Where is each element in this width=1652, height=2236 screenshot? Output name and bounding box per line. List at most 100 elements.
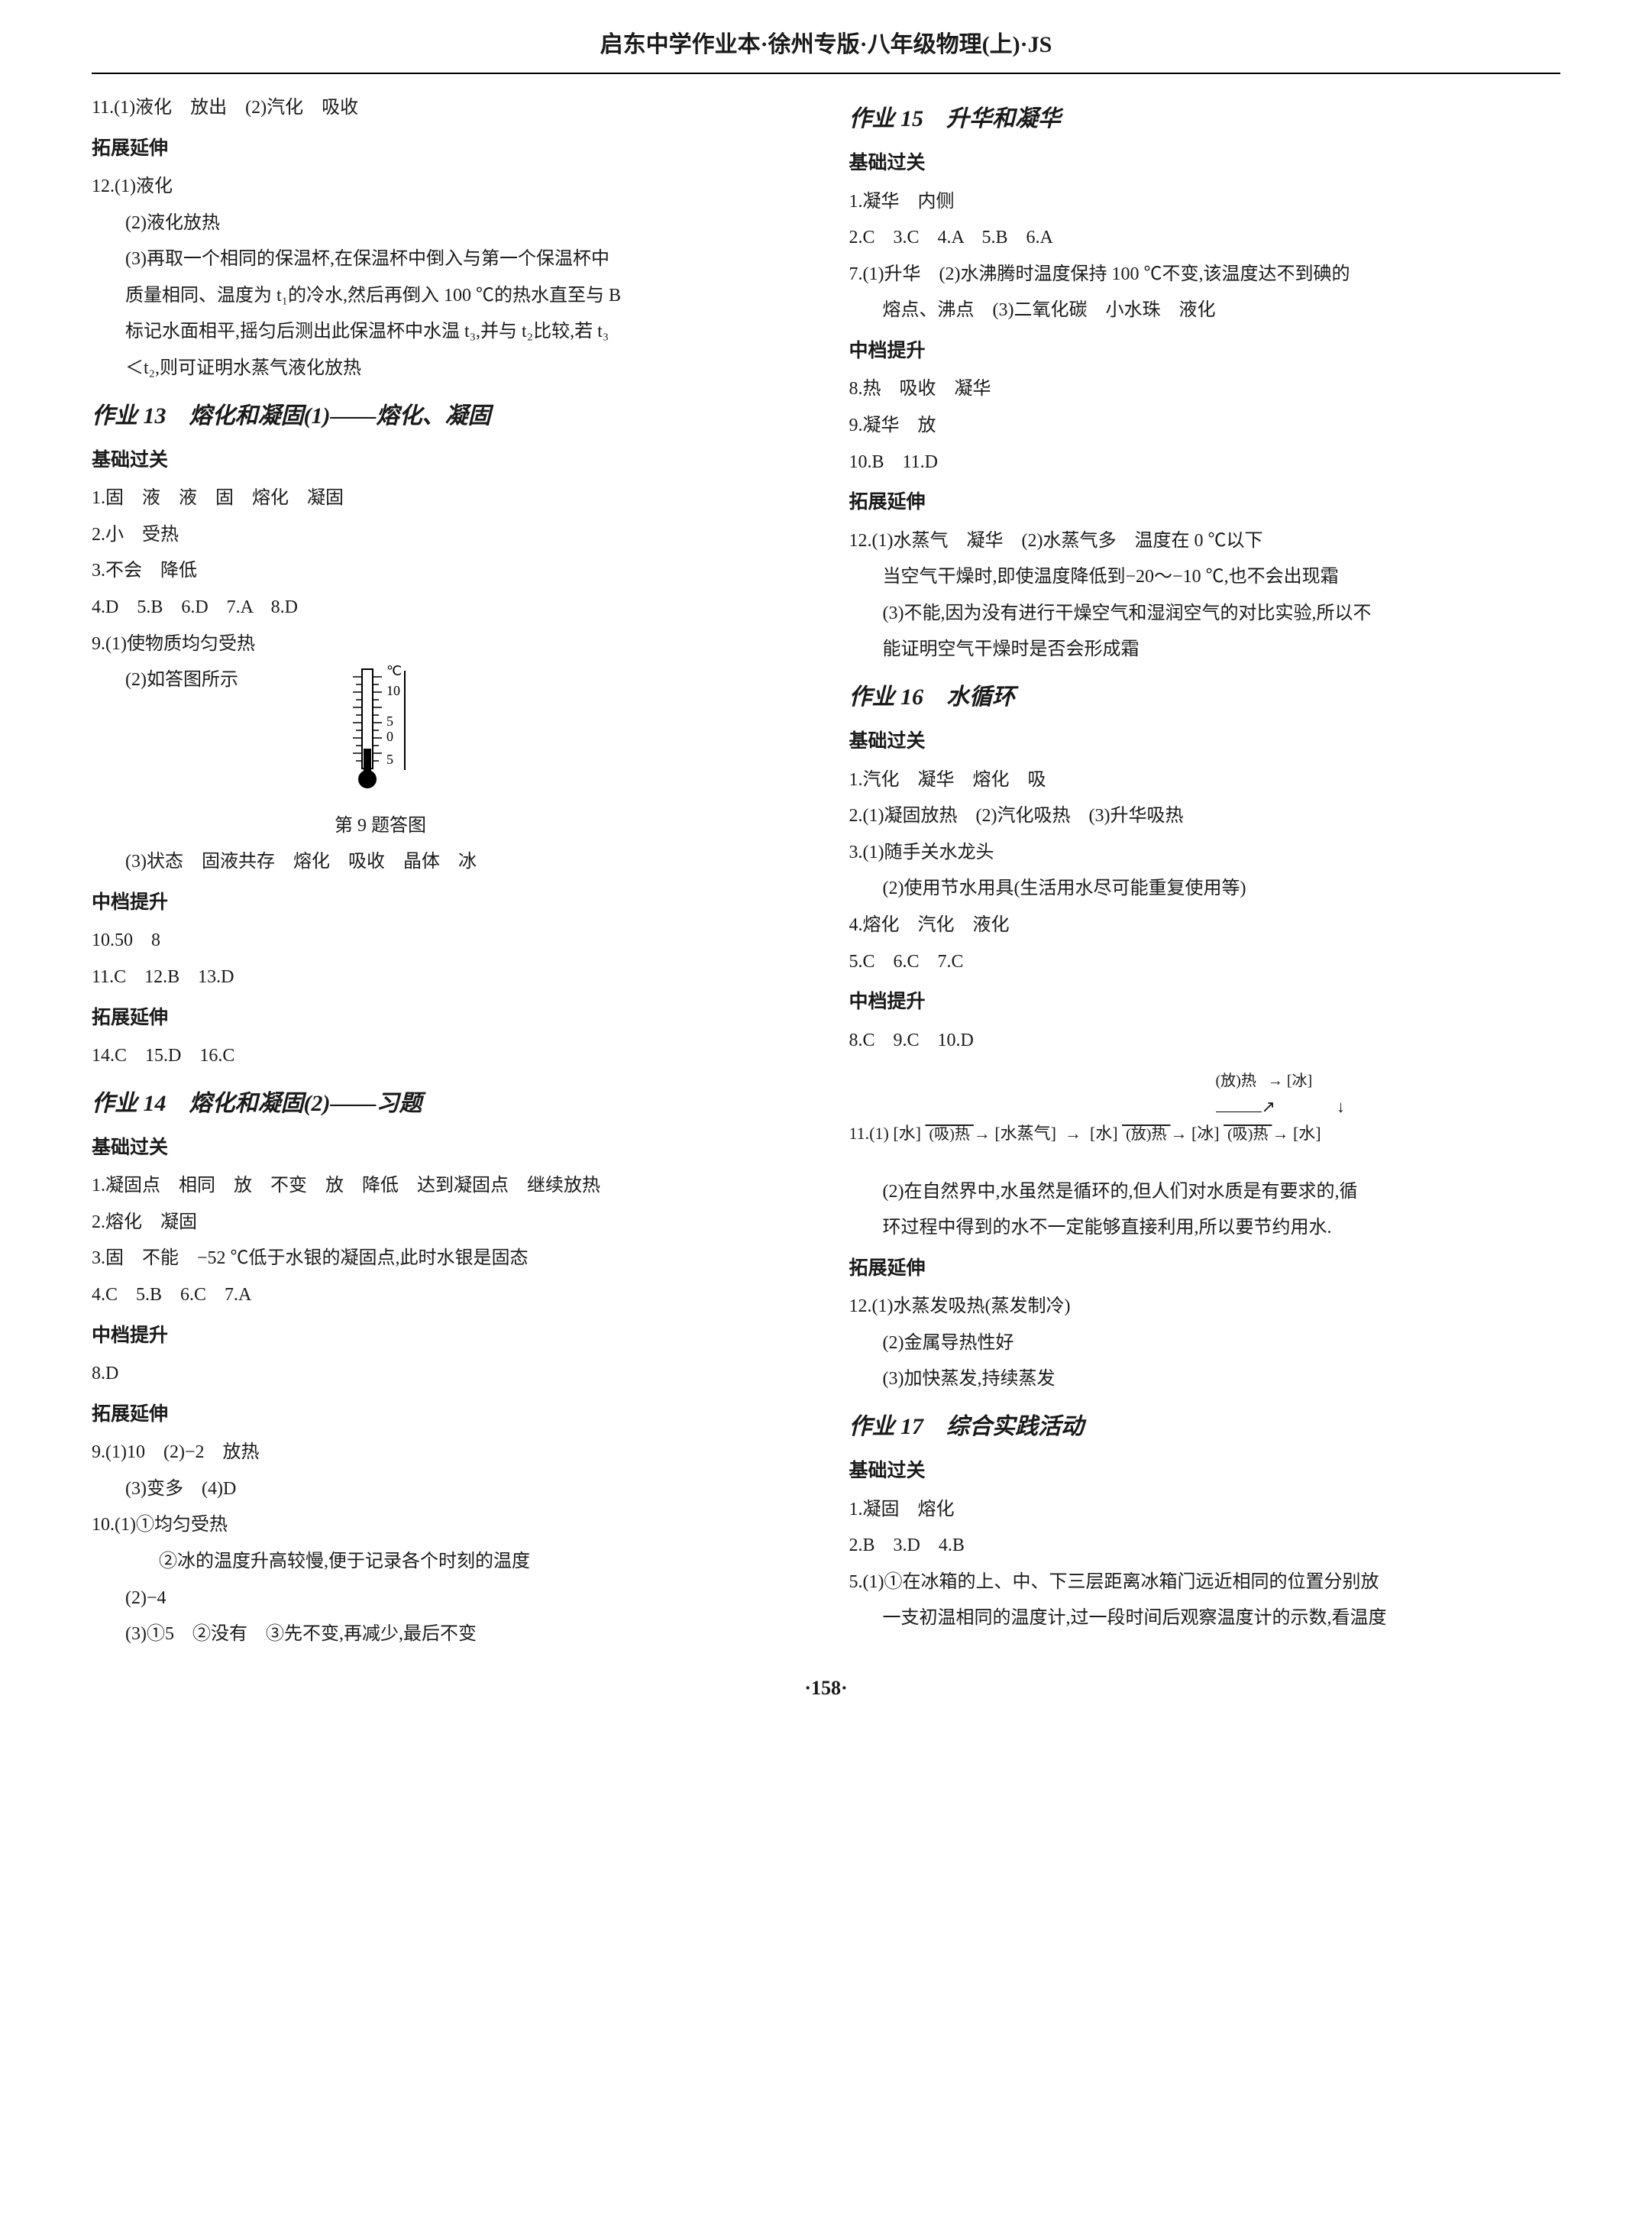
diagram-node: [水] <box>893 1124 921 1143</box>
answer-line: 当空气干燥时,即使温度降低到−20～−10 ℃,也不会出现霜 <box>849 560 1561 595</box>
page-number: ·158· <box>92 1669 1560 1707</box>
answer-line: 1.固 液 液 固 熔化 凝固 <box>92 481 803 516</box>
answer-line: 9.(1)使物质均匀受热 <box>92 627 803 662</box>
answer-line: (2)在自然界中,水虽然是循环的,但人们对水质是有要求的,循 <box>849 1175 1561 1210</box>
thermo-tick-label: 5 <box>386 714 393 729</box>
answer-line: (3)状态 固液共存 熔化 吸收 晶体 冰 <box>92 845 803 880</box>
diagram-label: (放)热 <box>1216 1073 1256 1089</box>
section-title-14: 作业 14 熔化和凝固(2)——习题 <box>92 1082 803 1125</box>
subheading-extend: 拓展延伸 <box>92 1396 803 1433</box>
answer-line: 1.凝华 内侧 <box>849 185 1561 220</box>
answer-line: 1.汽化 凝华 熔化 吸 <box>849 763 1561 798</box>
answer-line: 9.凝华 放 <box>849 409 1561 444</box>
answer-line: 3.不会 降低 <box>92 554 803 589</box>
thermometer-icon: ℃ 10 5 0 5 <box>335 663 419 793</box>
section-title-17: 作业 17 综合实践活动 <box>849 1405 1561 1448</box>
section-title-13: 作业 13 熔化和凝固(1)——熔化、凝固 <box>92 394 803 438</box>
answer-line: 5.C 6.C 7.C <box>849 945 1561 980</box>
answer-line: (3)再取一个相同的保温杯,在保温杯中倒入与第一个保温杯中 <box>92 242 803 277</box>
answer-line: (3)不能,因为没有进行干燥空气和湿润空气的对比实验,所以不 <box>849 597 1561 632</box>
answer-line: 9.(1)10 (2)−2 放热 <box>92 1435 803 1471</box>
subheading-basic: 基础过关 <box>849 145 1561 182</box>
answer-line: 8.热 吸收 凝华 <box>849 372 1561 407</box>
answer-line: 1.凝固点 相同 放 不变 放 降低 达到凝固点 继续放热 <box>92 1169 803 1204</box>
answer-line: 14.C 15.D 16.C <box>92 1039 803 1074</box>
answer-line: 12.(1)水蒸发吸热(蒸发制冷) <box>849 1290 1561 1325</box>
answer-line: 5.(1)①在冰箱的上、中、下三层距离冰箱门远近相同的位置分别放 <box>849 1565 1561 1600</box>
answer-line: (3)加快蒸发,持续蒸发 <box>849 1362 1561 1397</box>
subheading-extend: 拓展延伸 <box>849 484 1561 521</box>
answer-line: 12.(1)液化 <box>92 170 803 205</box>
subheading-extend: 拓展延伸 <box>92 1000 803 1037</box>
answer-line: 11.(1)液化 放出 (2)汽化 吸收 <box>92 91 803 126</box>
answer-line: 10.B 11.D <box>849 445 1561 481</box>
answer-line: 环过程中得到的水不一定能够直接利用,所以要节约用水. <box>849 1211 1561 1246</box>
answer-line: 7.(1)升华 (2)水沸腾时温度保持 100 ℃不变,该温度达不到碘的 <box>849 257 1561 293</box>
answer-line: 质量相同、温度为 t₁的冷水,然后再倒入 100 ℃的热水直至与 B <box>92 279 803 314</box>
answer-line: (2)金属导热性好 <box>849 1326 1561 1361</box>
diagram-node: [水] <box>1293 1124 1321 1143</box>
answer-line: 2.(1)凝固放热 (2)汽化吸热 (3)升华吸热 <box>849 799 1561 834</box>
header-rule <box>92 73 1560 74</box>
subheading-mid: 中档提升 <box>849 333 1561 370</box>
page-header: 启东中学作业本·徐州专版·八年级物理(上)·JS <box>92 23 1560 66</box>
answer-line: ＜t₂,则可证明水蒸气液化放热 <box>92 351 803 387</box>
water-cycle-diagram: (放)热 → [冰] ↗↓ 11.(1) [水] (吸)热 → [水蒸气] → … <box>849 1069 1561 1147</box>
answer-line: 8.D <box>92 1357 803 1392</box>
diagram-label: (吸)热 <box>929 1126 970 1143</box>
answer-line: 4.C 5.B 6.C 7.A <box>92 1278 803 1313</box>
subheading-extend: 拓展延伸 <box>92 131 803 167</box>
answer-line: 8.C 9.C 10.D <box>849 1024 1561 1059</box>
answer-line: 熔点、沸点 (3)二氧化碳 小水珠 液化 <box>849 293 1561 328</box>
answer-line: 10.(1)①均匀受热 <box>92 1508 803 1543</box>
answer-line: 2.C 3.C 4.A 5.B 6.A <box>849 221 1561 256</box>
right-column: 作业 15 升华和凝华 基础过关 1.凝华 内侧 2.C 3.C 4.A 5.B… <box>849 89 1561 1654</box>
answer-line: 2.熔化 凝固 <box>92 1205 803 1241</box>
subheading-basic: 基础过关 <box>849 1453 1561 1490</box>
subheading-mid: 中档提升 <box>92 885 803 921</box>
answer-line: (2)液化放热 <box>92 206 803 241</box>
diagram-node: [水蒸气] <box>994 1124 1056 1143</box>
diagram-label: (吸)热 <box>1227 1126 1268 1143</box>
answer-line: (3)变多 (4)D <box>92 1472 803 1507</box>
answer-text: (2)如答图所示 <box>92 670 238 690</box>
answer-line-with-figure: (2)如答图所示 <box>92 663 803 843</box>
answer-line: 10.50 8 <box>92 924 803 959</box>
subheading-extend: 拓展延伸 <box>849 1251 1561 1287</box>
thermo-tick-label: 10 <box>386 683 400 698</box>
subheading-basic: 基础过关 <box>92 1130 803 1167</box>
answer-line: 标记水面相平,摇匀后测出此保温杯中水温 t₃,并与 t₂比较,若 t₃ <box>92 315 803 350</box>
answer-line: 一支初温相同的温度计,过一段时间后观察温度计的示数,看温度 <box>849 1601 1561 1636</box>
answer-line: 2.B 3.D 4.B <box>849 1529 1561 1564</box>
thermo-tick-label: 5 <box>386 752 393 767</box>
answer-line: 能证明空气干燥时是否会形成霜 <box>849 633 1561 668</box>
thermometer-figure: ℃ 10 5 0 5 第 9 题答图 <box>335 663 426 843</box>
answer-line: 12.(1)水蒸气 凝华 (2)水蒸气多 温度在 0 ℃以下 <box>849 524 1561 559</box>
answer-line: (2)使用节水用具(生活用水尽可能重复使用等) <box>849 872 1561 907</box>
diagram-node: [水] <box>1090 1124 1118 1143</box>
answer-line: 4.D 5.B 6.D 7.A 8.D <box>92 591 803 626</box>
subheading-mid: 中档提升 <box>849 984 1561 1021</box>
answer-line: 2.小 受热 <box>92 518 803 553</box>
answer-line: (3)①5 ②没有 ③先不变,再减少,最后不变 <box>92 1617 803 1652</box>
answer-line: 3.(1)随手关水龙头 <box>849 836 1561 871</box>
answer-line: ②冰的温度升高较慢,便于记录各个时刻的温度 <box>92 1545 803 1580</box>
diagram-label: (放)热 <box>1126 1126 1166 1143</box>
left-column: 11.(1)液化 放出 (2)汽化 吸收 拓展延伸 12.(1)液化 (2)液化… <box>92 89 803 1654</box>
subheading-basic: 基础过关 <box>92 442 803 479</box>
content-columns: 11.(1)液化 放出 (2)汽化 吸收 拓展延伸 12.(1)液化 (2)液化… <box>92 89 1560 1654</box>
thermo-tick-label: 0 <box>386 729 393 744</box>
diagram-prefix: 11.(1) <box>849 1124 889 1143</box>
diagram-node: [冰] <box>1191 1124 1220 1143</box>
figure-caption: 第 9 题答图 <box>335 809 426 844</box>
section-title-15: 作业 15 升华和凝华 <box>849 97 1561 141</box>
subheading-basic: 基础过关 <box>849 723 1561 760</box>
thermo-unit: ℃ <box>386 663 402 678</box>
answer-line: (2)−4 <box>92 1581 803 1616</box>
answer-line: 3.固 不能 −52 ℃低于水银的凝固点,此时水银是固态 <box>92 1241 803 1277</box>
answer-line: 1.凝固 熔化 <box>849 1493 1561 1528</box>
section-title-16: 作业 16 水循环 <box>849 675 1561 719</box>
diagram-node: [冰] <box>1287 1073 1312 1089</box>
subheading-mid: 中档提升 <box>92 1318 803 1354</box>
answer-line: 11.C 12.B 13.D <box>92 960 803 995</box>
